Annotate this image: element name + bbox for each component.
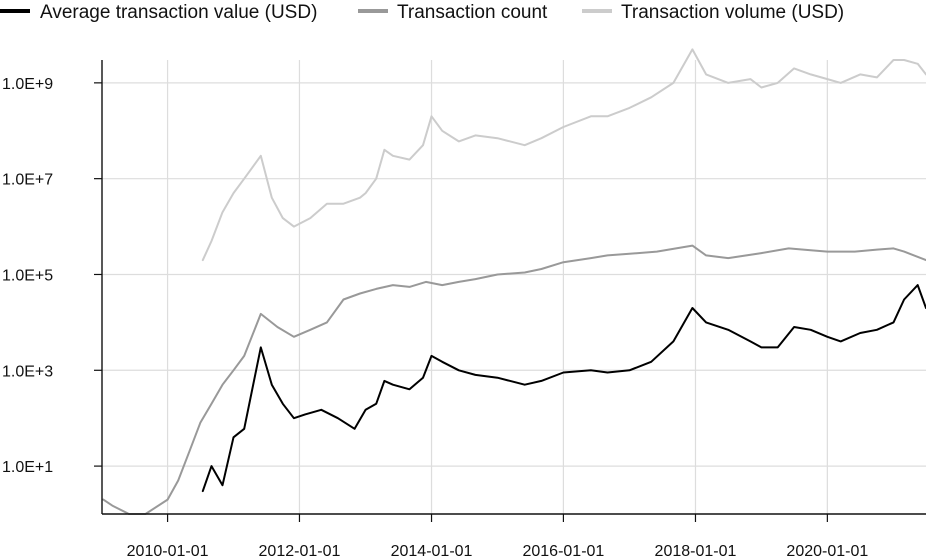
x-tick-label: 2018-01-01: [655, 543, 737, 558]
x-tick-label: 2012-01-01: [259, 543, 341, 558]
legend: Average transaction value (USD) Transacti…: [0, 2, 844, 23]
series-line-1: [102, 244, 926, 515]
y-tick-label: 1.0E+9: [2, 76, 53, 93]
x-tick-label: 2020-01-01: [786, 543, 868, 558]
y-tick-label: 1.0E+3: [2, 363, 53, 380]
y-tick-label: 1.0E+5: [2, 267, 53, 284]
legend-label-1: Transaction count: [397, 2, 548, 23]
series-layer: [102, 48, 926, 515]
axes: 2010-01-01 2012-01-01 2014-01-01 2016-01-01…: [2, 60, 926, 558]
x-tick-label: 2014-01-01: [391, 543, 473, 558]
series-line-0: [201, 284, 926, 493]
grid: [102, 60, 926, 514]
x-tick-label: 2016-01-01: [522, 543, 604, 558]
y-tick-label: 1.0E+1: [2, 459, 53, 476]
legend-label-2: Transaction volume (USD): [621, 2, 844, 23]
y-tick-label: 1.0E+7: [2, 172, 53, 189]
x-tick-label: 2010-01-01: [127, 543, 209, 558]
legend-label-0: Average transaction value (USD): [40, 2, 317, 23]
series-line-2: [201, 48, 926, 262]
